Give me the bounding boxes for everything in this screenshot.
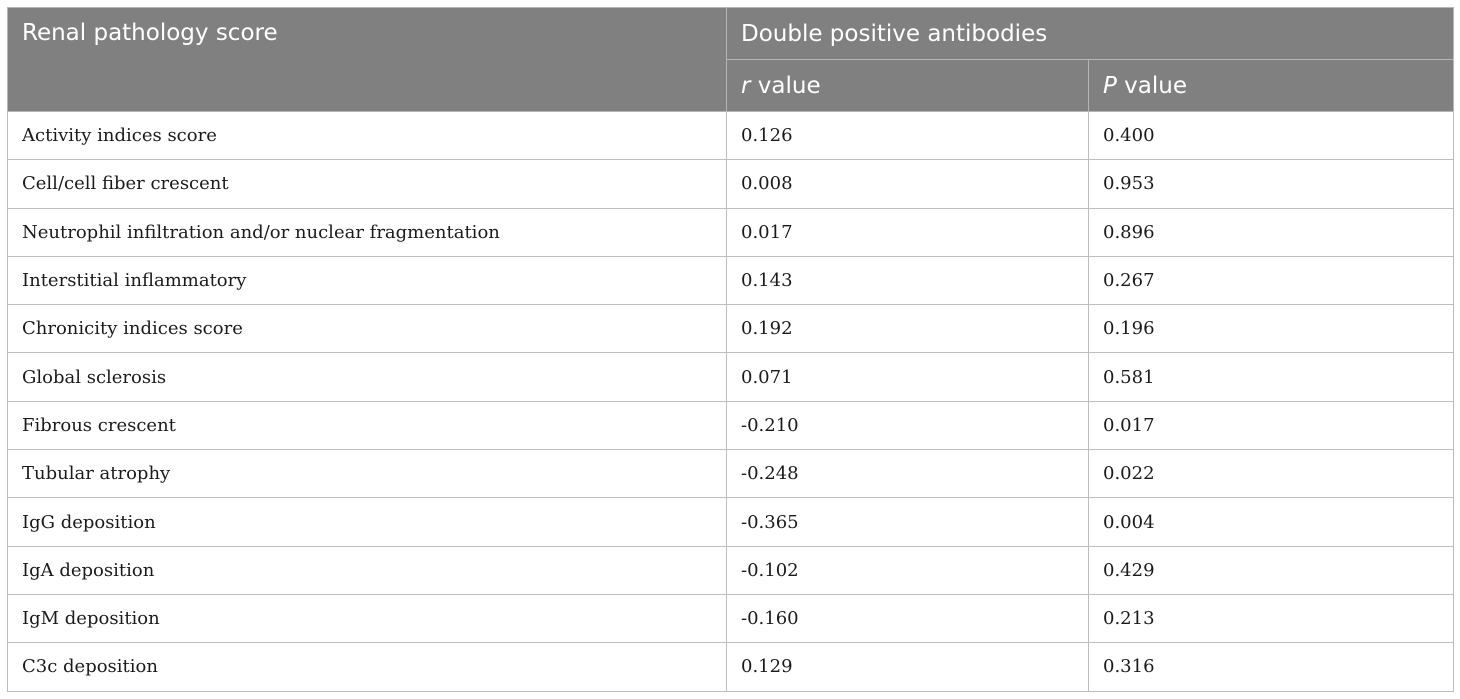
p-value-cell: 0.581 — [1088, 352, 1454, 402]
p-value-cell: 0.017 — [1088, 400, 1454, 451]
row-label-cell: Global sclerosis — [7, 352, 727, 402]
table-row: Interstitial inflammatory 0.143 0.267 — [7, 255, 1454, 306]
p-value-cell: 0.429 — [1088, 545, 1454, 595]
p-value-cell: 0.022 — [1088, 449, 1454, 499]
header-row-1: Renal pathology score Double positive an… — [7, 7, 1454, 112]
table-row: Fibrous crescent -0.210 0.017 — [7, 400, 1454, 451]
p-value-cell: 0.196 — [1088, 304, 1454, 354]
r-value-cell: -0.365 — [726, 497, 1089, 547]
r-value-cell: -0.210 — [726, 400, 1089, 451]
table-row: Neutrophil infiltration and/or nuclear f… — [7, 207, 1454, 257]
table-row: IgM deposition -0.160 0.213 — [7, 593, 1454, 644]
r-value-cell: 0.071 — [726, 352, 1089, 402]
r-value-cell: -0.102 — [726, 545, 1089, 595]
table-row: Chronicity indices score 0.192 0.196 — [7, 304, 1454, 354]
r-value-cell: -0.248 — [726, 449, 1089, 499]
table-header: Renal pathology score Double positive an… — [7, 7, 1454, 112]
correlation-table: Renal pathology score Double positive an… — [7, 7, 1454, 692]
p-value-cell: 0.267 — [1088, 255, 1454, 306]
row-label-cell: Activity indices score — [7, 110, 727, 161]
r-value-cell: -0.160 — [726, 593, 1089, 644]
header-row-2: r value P value — [8, 59, 1454, 112]
table-row: Global sclerosis 0.071 0.581 — [7, 352, 1454, 402]
p-value-cell: 0.316 — [1088, 642, 1454, 692]
row-label-cell: Cell/cell fiber crescent — [7, 159, 727, 209]
row-label-cell: Interstitial inflammatory — [7, 255, 727, 306]
r-value-cell: 0.017 — [726, 207, 1089, 257]
r-value-cell: 0.008 — [726, 159, 1089, 209]
header-r-suffix: value — [750, 72, 821, 99]
header-p-suffix: value — [1116, 72, 1188, 99]
row-label-cell: IgM deposition — [7, 593, 727, 644]
r-value-cell: 0.192 — [726, 304, 1089, 354]
table-row: Cell/cell fiber crescent 0.008 0.953 — [7, 159, 1454, 209]
p-value-cell: 0.213 — [1088, 593, 1454, 644]
table-row: IgA deposition -0.102 0.429 — [7, 545, 1454, 595]
correlation-table-container: Renal pathology score Double positive an… — [7, 7, 1454, 692]
header-renal-pathology-score: Renal pathology score — [7, 7, 727, 112]
p-value-cell: 0.953 — [1088, 159, 1454, 209]
row-label-cell: Fibrous crescent — [7, 400, 727, 451]
table-body: Activity indices score 0.126 0.400 Cell/cel… — [7, 110, 1454, 692]
row-label-cell: IgG deposition — [7, 497, 727, 547]
row-label-cell: Neutrophil infiltration and/or nuclear f… — [7, 207, 727, 257]
header-renal-pathology-score-label: Renal pathology score — [22, 20, 278, 46]
header-double-positive-antibodies: Double positive antibodies — [726, 7, 1454, 60]
table-row: Tubular atrophy -0.248 0.022 — [7, 449, 1454, 499]
p-value-cell: 0.896 — [1088, 207, 1454, 257]
header-r-value: r value — [726, 59, 1089, 112]
header-double-positive-antibodies-label: Double positive antibodies — [741, 20, 1048, 47]
row-label-cell: IgA deposition — [7, 545, 727, 595]
header-p-symbol: P — [1103, 72, 1117, 99]
table-row: IgG deposition -0.365 0.004 — [7, 497, 1454, 547]
header-p-value: P value — [1088, 59, 1454, 112]
r-value-cell: 0.126 — [726, 110, 1089, 161]
table-row: Activity indices score 0.126 0.400 — [7, 110, 1454, 161]
row-label-cell: Tubular atrophy — [7, 449, 727, 499]
row-label-cell: C3c deposition — [7, 642, 727, 692]
table-row: C3c deposition 0.129 0.316 — [7, 642, 1454, 692]
r-value-cell: 0.129 — [726, 642, 1089, 692]
p-value-cell: 0.004 — [1088, 497, 1454, 547]
header-r-symbol: r — [741, 72, 751, 99]
p-value-cell: 0.400 — [1088, 110, 1454, 161]
r-value-cell: 0.143 — [726, 255, 1089, 306]
row-label-cell: Chronicity indices score — [7, 304, 727, 354]
